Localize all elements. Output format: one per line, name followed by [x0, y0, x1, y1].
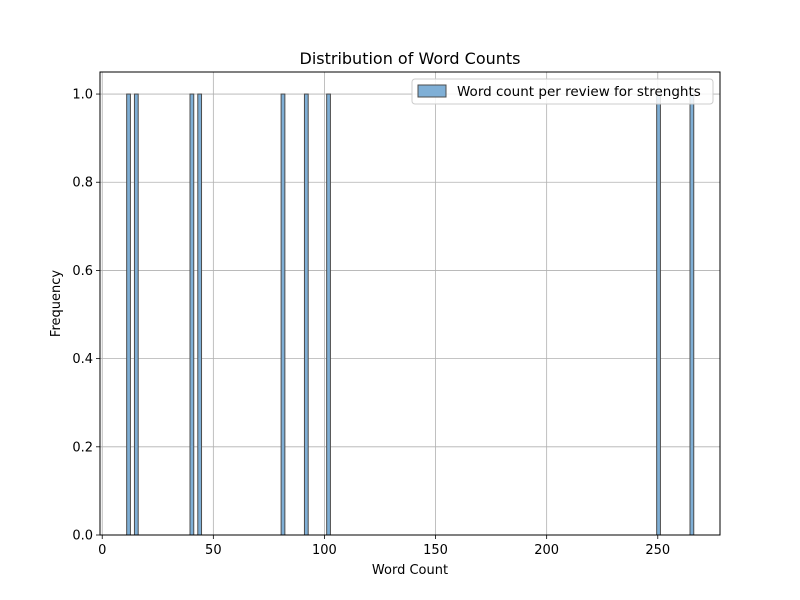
histogram-bars — [126, 93, 695, 536]
legend-swatch — [417, 84, 447, 98]
x-tick-label: 100 — [312, 543, 337, 558]
x-axis-title: Word Count — [372, 563, 448, 578]
y-tick-label: 0.2 — [72, 440, 93, 455]
histogram-bar — [326, 93, 331, 536]
plot-frame — [99, 71, 721, 536]
x-tick-label: 50 — [205, 543, 222, 558]
y-tick-label: 0.4 — [72, 352, 93, 367]
axis-ticks: 0 50 100 150 200 250 0.0 0.2 0.4 0.6 0.8 1.0 — [72, 88, 670, 558]
x-tick-label: 250 — [645, 543, 670, 558]
y-tick-label: 0.6 — [72, 264, 93, 279]
y-tick-label: 1.0 — [72, 88, 93, 103]
y-axis-title: Frequency — [49, 270, 64, 337]
histogram-bar — [133, 93, 139, 536]
legend: Word count per review for strenghts — [411, 78, 714, 105]
histogram-bar — [689, 93, 695, 536]
grid — [100, 72, 720, 536]
legend-box — [411, 78, 714, 105]
chart-title: Distribution of Word Counts — [300, 49, 521, 68]
histogram-bar — [303, 93, 309, 536]
histogram-bar — [280, 93, 286, 536]
x-tick-label: 150 — [423, 543, 448, 558]
histogram-bar — [189, 93, 195, 536]
y-tick-label: 0.8 — [72, 176, 93, 191]
histogram-bar — [656, 93, 661, 536]
legend-label: Word count per review for strenghts — [457, 84, 701, 100]
x-tick-label: 0 — [98, 543, 106, 558]
histogram-bar — [197, 93, 203, 536]
x-tick-label: 200 — [534, 543, 559, 558]
y-tick-label: 0.0 — [72, 529, 93, 544]
histogram-bar — [126, 93, 131, 536]
